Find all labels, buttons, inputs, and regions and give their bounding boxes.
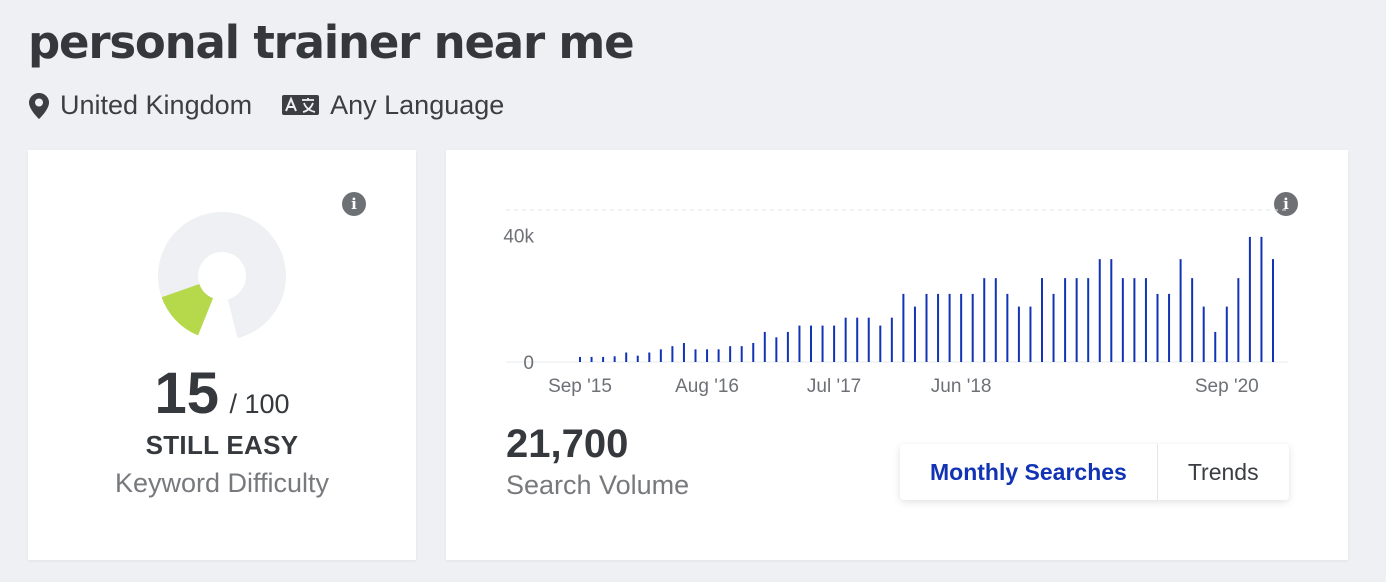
x-tick-label: Jul '17 bbox=[807, 376, 861, 397]
x-tick-label: Jun '18 bbox=[931, 376, 992, 397]
x-tick-label: Sep '20 bbox=[1195, 376, 1259, 397]
location-filter[interactable]: United Kingdom bbox=[28, 90, 252, 121]
trends-tab[interactable]: Trends bbox=[1187, 458, 1259, 485]
language-filter[interactable]: Any Language bbox=[282, 90, 504, 121]
search-volume-card: i 0 40k Sep '15 Aug '16 Jul '17 Jun '18 Sep '2… bbox=[446, 150, 1348, 560]
difficulty-score-value: 15 bbox=[154, 361, 219, 426]
translate-icon bbox=[282, 94, 320, 115]
keyword-filters: United Kingdom Any Language bbox=[28, 90, 504, 121]
y-tick-label: 0 bbox=[523, 353, 534, 374]
search-volume-label: Search Volume bbox=[506, 470, 690, 500]
difficulty-label: Keyword Difficulty bbox=[114, 468, 330, 498]
x-tick-label: Aug '16 bbox=[675, 376, 739, 397]
gauge-value bbox=[161, 283, 214, 336]
info-icon[interactable]: i bbox=[342, 192, 366, 216]
difficulty-gauge bbox=[158, 212, 286, 339]
info-icon[interactable]: i bbox=[1274, 192, 1298, 216]
map-pin-icon bbox=[29, 92, 49, 119]
difficulty-score: 15 / 100 bbox=[28, 360, 416, 427]
difficulty-verdict: STILL EASY bbox=[145, 430, 299, 460]
language-label: Any Language bbox=[330, 90, 505, 120]
location-label: United Kingdom bbox=[60, 90, 253, 120]
monthly-searches-tab[interactable]: Monthly Searches bbox=[900, 444, 1158, 500]
search-volume-chart: 0 40k Sep '15 Aug '16 Jul '17 Jun '18 Sep '20 bbox=[503, 209, 1288, 397]
keyword-title: personal trainer near me bbox=[28, 16, 635, 69]
volume-view-toggle: Monthly Searches Trends bbox=[900, 444, 1289, 500]
keyword-difficulty-card: i 15 / 100 STILL EASY Keyword Difficulty bbox=[28, 150, 416, 560]
x-tick-label: Sep '15 bbox=[548, 376, 612, 397]
difficulty-score-max: / 100 bbox=[229, 389, 290, 419]
y-tick-label: 40k bbox=[503, 226, 534, 247]
search-volume-value: 21,700 bbox=[506, 422, 629, 466]
